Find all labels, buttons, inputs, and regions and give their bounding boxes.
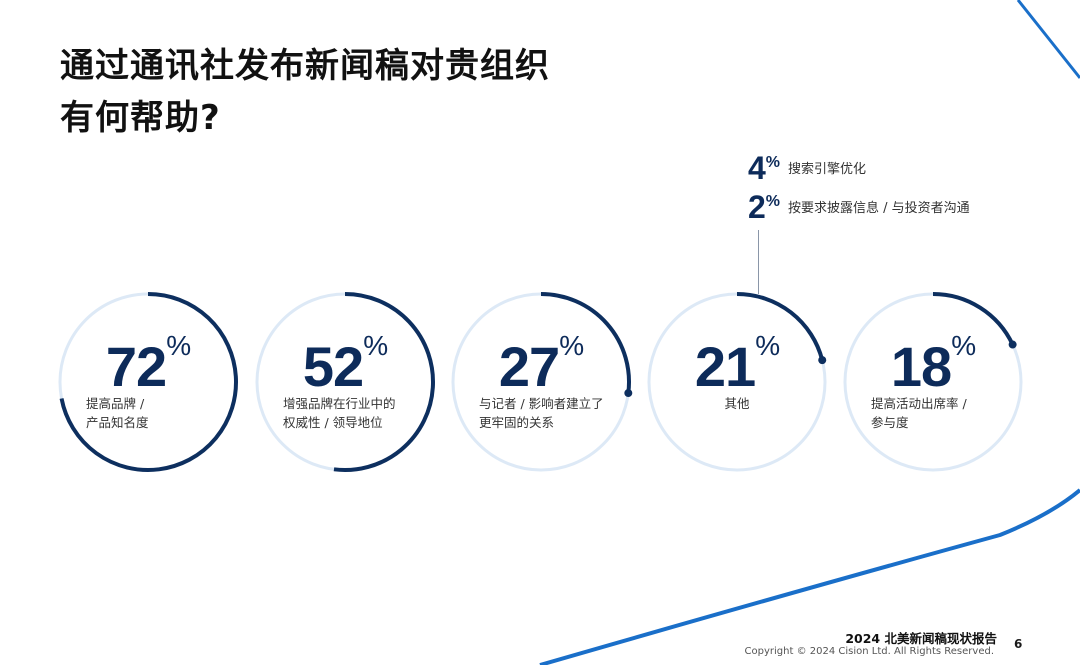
title-line-1: 通过通讯社发布新闻稿对贵组织 <box>60 46 550 86</box>
stat-ring-18: 18% 提高活动出席率 / 参与度 <box>841 290 1025 474</box>
stat-value: 52% <box>302 330 388 398</box>
ring-arc <box>333 292 435 472</box>
copyright: Copyright © 2024 Cision Ltd. All Rights … <box>744 646 994 657</box>
report-title: 2024 北美新闻稿现状报告 <box>845 631 997 646</box>
ring-arc <box>540 292 631 394</box>
stat-label: 增强品牌在行业中的 权威性 / 领导地位 <box>283 396 396 430</box>
ring-arc <box>59 292 238 472</box>
page-number: 6 <box>1014 637 1023 651</box>
arc-end-dot <box>818 356 827 365</box>
ring-arc <box>736 292 825 361</box>
stat-value: 21% <box>694 330 780 398</box>
stat-label: 与记者 / 影响者建立了 更牢固的关系 <box>479 396 604 430</box>
stat-value: 27% <box>498 330 584 398</box>
other-item-disclosure: 2% 按要求披露信息 / 与投资者沟通 <box>748 189 970 226</box>
arc-end-dot <box>1008 340 1017 349</box>
ring-arc <box>932 292 1015 346</box>
page-title: 通过通讯社发布新闻稿对贵组织 有何帮助? <box>60 40 550 144</box>
stat-label: 提高品牌 / 产品知名度 <box>86 396 149 430</box>
other-item-seo: 4% 搜索引擎优化 <box>748 150 867 187</box>
title-line-2: 有何帮助? <box>60 98 221 138</box>
stat-ring-72: 72% 提高品牌 / 产品知名度 <box>56 290 240 474</box>
stat-ring-52: 52% 增强品牌在行业中的 权威性 / 领导地位 <box>253 290 437 474</box>
stat-value: 72% <box>105 330 191 398</box>
stat-label: 提高活动出席率 / 参与度 <box>871 396 967 430</box>
stat-label: 其他 <box>724 396 750 411</box>
arc-end-dot <box>624 389 633 398</box>
stat-ring-21: 21% 其他 <box>645 290 829 474</box>
stat-value: 18% <box>890 330 976 398</box>
connector-line <box>758 230 759 294</box>
stat-ring-27: 27% 与记者 / 影响者建立了 更牢固的关系 <box>449 290 633 474</box>
